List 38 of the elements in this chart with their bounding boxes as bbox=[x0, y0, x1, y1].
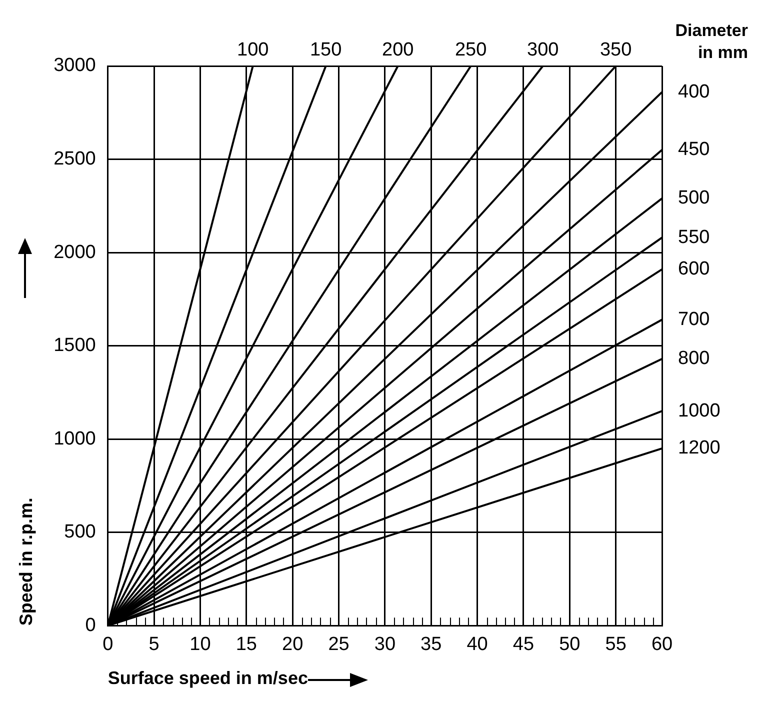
x-tick-label: 60 bbox=[651, 634, 673, 656]
x-tick-label: 20 bbox=[282, 634, 304, 656]
series-label: 1000 bbox=[678, 400, 720, 422]
legend-title: Diameter in mm bbox=[675, 21, 748, 62]
series-label: 350 bbox=[600, 40, 632, 61]
x-axis-title: Surface speed in m/sec bbox=[108, 668, 308, 688]
series-label: 150 bbox=[310, 40, 342, 61]
series-label: 800 bbox=[678, 348, 710, 370]
series-label: 300 bbox=[527, 40, 559, 61]
x-tick-label: 25 bbox=[328, 634, 350, 656]
series-label: 450 bbox=[678, 139, 710, 160]
y-tick-label: 1000 bbox=[54, 428, 96, 450]
series-label: 100 bbox=[237, 40, 269, 61]
series-label: 400 bbox=[678, 81, 710, 102]
y-tick-label: 2500 bbox=[54, 148, 96, 170]
y-tick-label: 500 bbox=[64, 522, 96, 543]
series-label: 250 bbox=[454, 40, 487, 61]
x-tick-label: 35 bbox=[420, 634, 442, 656]
y-tick-label: 0 bbox=[85, 614, 96, 636]
x-tick-label: 50 bbox=[559, 634, 580, 656]
x-tick-label: 55 bbox=[605, 634, 626, 656]
series-label: 700 bbox=[678, 308, 710, 330]
x-tick-label: 10 bbox=[190, 634, 211, 656]
x-tick-label: 5 bbox=[148, 634, 160, 656]
y-axis-title: Speed in r.p.m. bbox=[16, 498, 36, 626]
x-tick-label: 40 bbox=[466, 634, 488, 656]
series-label: 550 bbox=[678, 226, 710, 248]
y-tick-label: 2000 bbox=[54, 242, 96, 263]
series-label: 1200 bbox=[678, 438, 720, 459]
x-tick-label: 15 bbox=[236, 634, 257, 656]
x-tick-label: 30 bbox=[374, 634, 396, 656]
x-tick-label: 45 bbox=[512, 634, 534, 656]
y-tick-label: 1500 bbox=[54, 335, 96, 356]
x-tick-label: 0 bbox=[102, 634, 114, 656]
series-label: 500 bbox=[678, 188, 710, 209]
series-label: 600 bbox=[678, 258, 710, 280]
y-tick-label: 3000 bbox=[54, 55, 96, 76]
series-label: 200 bbox=[382, 40, 414, 61]
